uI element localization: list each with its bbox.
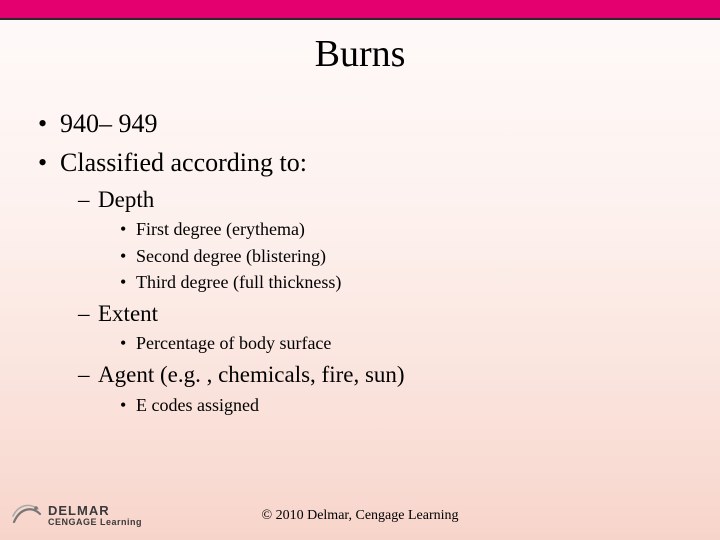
bullet-text: Agent (e.g. , chemicals, fire, sun)	[98, 362, 405, 387]
bullet-text: Extent	[98, 301, 158, 326]
bullet-list-level3: Percentage of body surface	[78, 331, 682, 355]
bullet-text: Classified according to:	[60, 148, 307, 177]
bullet-text: Percentage of body surface	[136, 333, 331, 353]
list-item: Second degree (blistering)	[120, 244, 682, 268]
bullet-list-level2: Depth First degree (erythema) Second deg…	[38, 184, 682, 417]
slide-title: Burns	[0, 32, 720, 76]
list-item: Percentage of body surface	[120, 331, 682, 355]
bullet-list-level3: E codes assigned	[78, 393, 682, 417]
list-item: First degree (erythema)	[120, 217, 682, 241]
bullet-text: Third degree (full thickness)	[136, 272, 341, 292]
list-item: Third degree (full thickness)	[120, 270, 682, 294]
copyright-text: © 2010 Delmar, Cengage Learning	[0, 508, 720, 524]
accent-bar	[0, 0, 720, 20]
bullet-text: First degree (erythema)	[136, 219, 305, 239]
list-item: Depth First degree (erythema) Second deg…	[78, 184, 682, 294]
list-item: 940– 949	[38, 106, 682, 141]
list-item: Extent Percentage of body surface	[78, 298, 682, 355]
list-item: Agent (e.g. , chemicals, fire, sun) E co…	[78, 359, 682, 416]
list-item: Classified according to: Depth First deg…	[38, 145, 682, 417]
bullet-text: Depth	[98, 187, 154, 212]
bullet-text: E codes assigned	[136, 395, 259, 415]
bullet-list: 940– 949 Classified according to: Depth …	[38, 106, 682, 417]
bullet-list-level3: First degree (erythema) Second degree (b…	[78, 217, 682, 294]
slide: Burns 940– 949 Classified according to: …	[0, 0, 720, 540]
slide-content: 940– 949 Classified according to: Depth …	[0, 76, 720, 417]
bullet-text: Second degree (blistering)	[136, 246, 326, 266]
list-item: E codes assigned	[120, 393, 682, 417]
bullet-text: 940– 949	[60, 109, 158, 138]
